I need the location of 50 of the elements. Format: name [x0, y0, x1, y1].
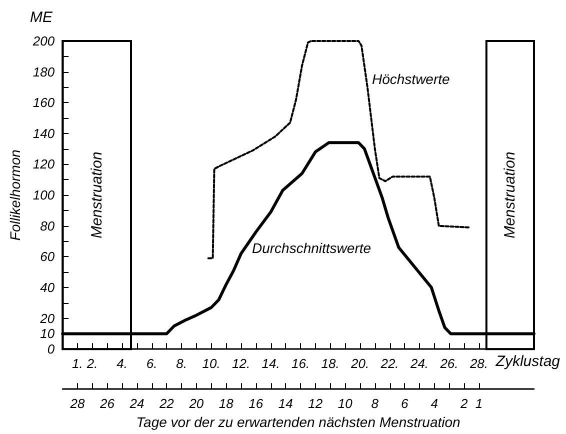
y-tick-label: 80: [40, 218, 56, 234]
y-tick-label: 10: [40, 326, 56, 342]
x2-tick-label: 16: [248, 396, 264, 412]
x-tick-label: 18.: [321, 356, 340, 372]
x2-tick-label: 14: [278, 396, 293, 412]
x2-tick-label: 6: [401, 396, 410, 412]
x2-tick-label: 18: [218, 396, 234, 412]
x2-tick-label: 1: [475, 396, 483, 412]
x-tick-label: 4.: [116, 356, 128, 372]
y-axis-title: Follikelhormon: [7, 149, 23, 241]
x-tick-label: 12.: [232, 356, 250, 372]
y-tick-label: 40: [40, 280, 56, 295]
x2-axis-title: Tage vor der zu erwartenden nächsten Menstruation: [136, 414, 461, 430]
y-tick-label: 60: [40, 249, 56, 264]
band-label: Menstruation: [88, 152, 106, 238]
x2-tick-label: 28: [69, 396, 86, 412]
x-tick-label: 1.: [72, 356, 83, 372]
y-tick-label: 180: [32, 64, 56, 80]
y-tick-label: 160: [32, 95, 56, 110]
x-tick-label: 22.: [380, 356, 399, 372]
series-label: Durchschnittswerte: [252, 240, 372, 256]
x2-tick-label: 20: [188, 396, 204, 412]
x-tick-label: 16.: [291, 356, 310, 372]
x2-tick-label: 24: [128, 396, 144, 412]
x-tick-label: 26.: [439, 356, 458, 372]
series-label: Höchstwerte: [372, 71, 450, 87]
x2-tick-label: 8: [371, 396, 380, 412]
x-tick-label: 10.: [202, 356, 220, 372]
x-tick-label: 24.: [409, 356, 429, 372]
y-tick-label: 200: [32, 34, 56, 48]
band-label: Menstruation: [502, 152, 519, 238]
y-tick-label: 140: [32, 126, 56, 141]
x2-tick-label: 4: [430, 396, 438, 412]
x-tick-label: 14.: [262, 356, 280, 372]
x-axis-title: Zyklustag: [494, 353, 561, 370]
x2-tick-label: 22: [158, 396, 175, 412]
x2-tick-label: 12: [308, 396, 324, 412]
x-tick-label: 20.: [350, 356, 370, 372]
y-tick-label: 120: [32, 156, 56, 172]
y-tick-label: 20: [39, 310, 56, 326]
x-tick-label: 2.: [86, 356, 98, 372]
x2-tick-label: 26: [98, 396, 116, 412]
text: ME: [30, 9, 54, 26]
x-tick-label: 8.: [176, 356, 187, 372]
y-tick-label: 100: [32, 188, 56, 203]
x-tick-label: 28.: [468, 356, 488, 372]
x2-tick-label: 10: [338, 396, 354, 412]
y-tick-label: 0: [47, 342, 56, 357]
x-tick-label: 6.: [146, 356, 158, 372]
x2-tick-label: 2: [459, 396, 468, 412]
